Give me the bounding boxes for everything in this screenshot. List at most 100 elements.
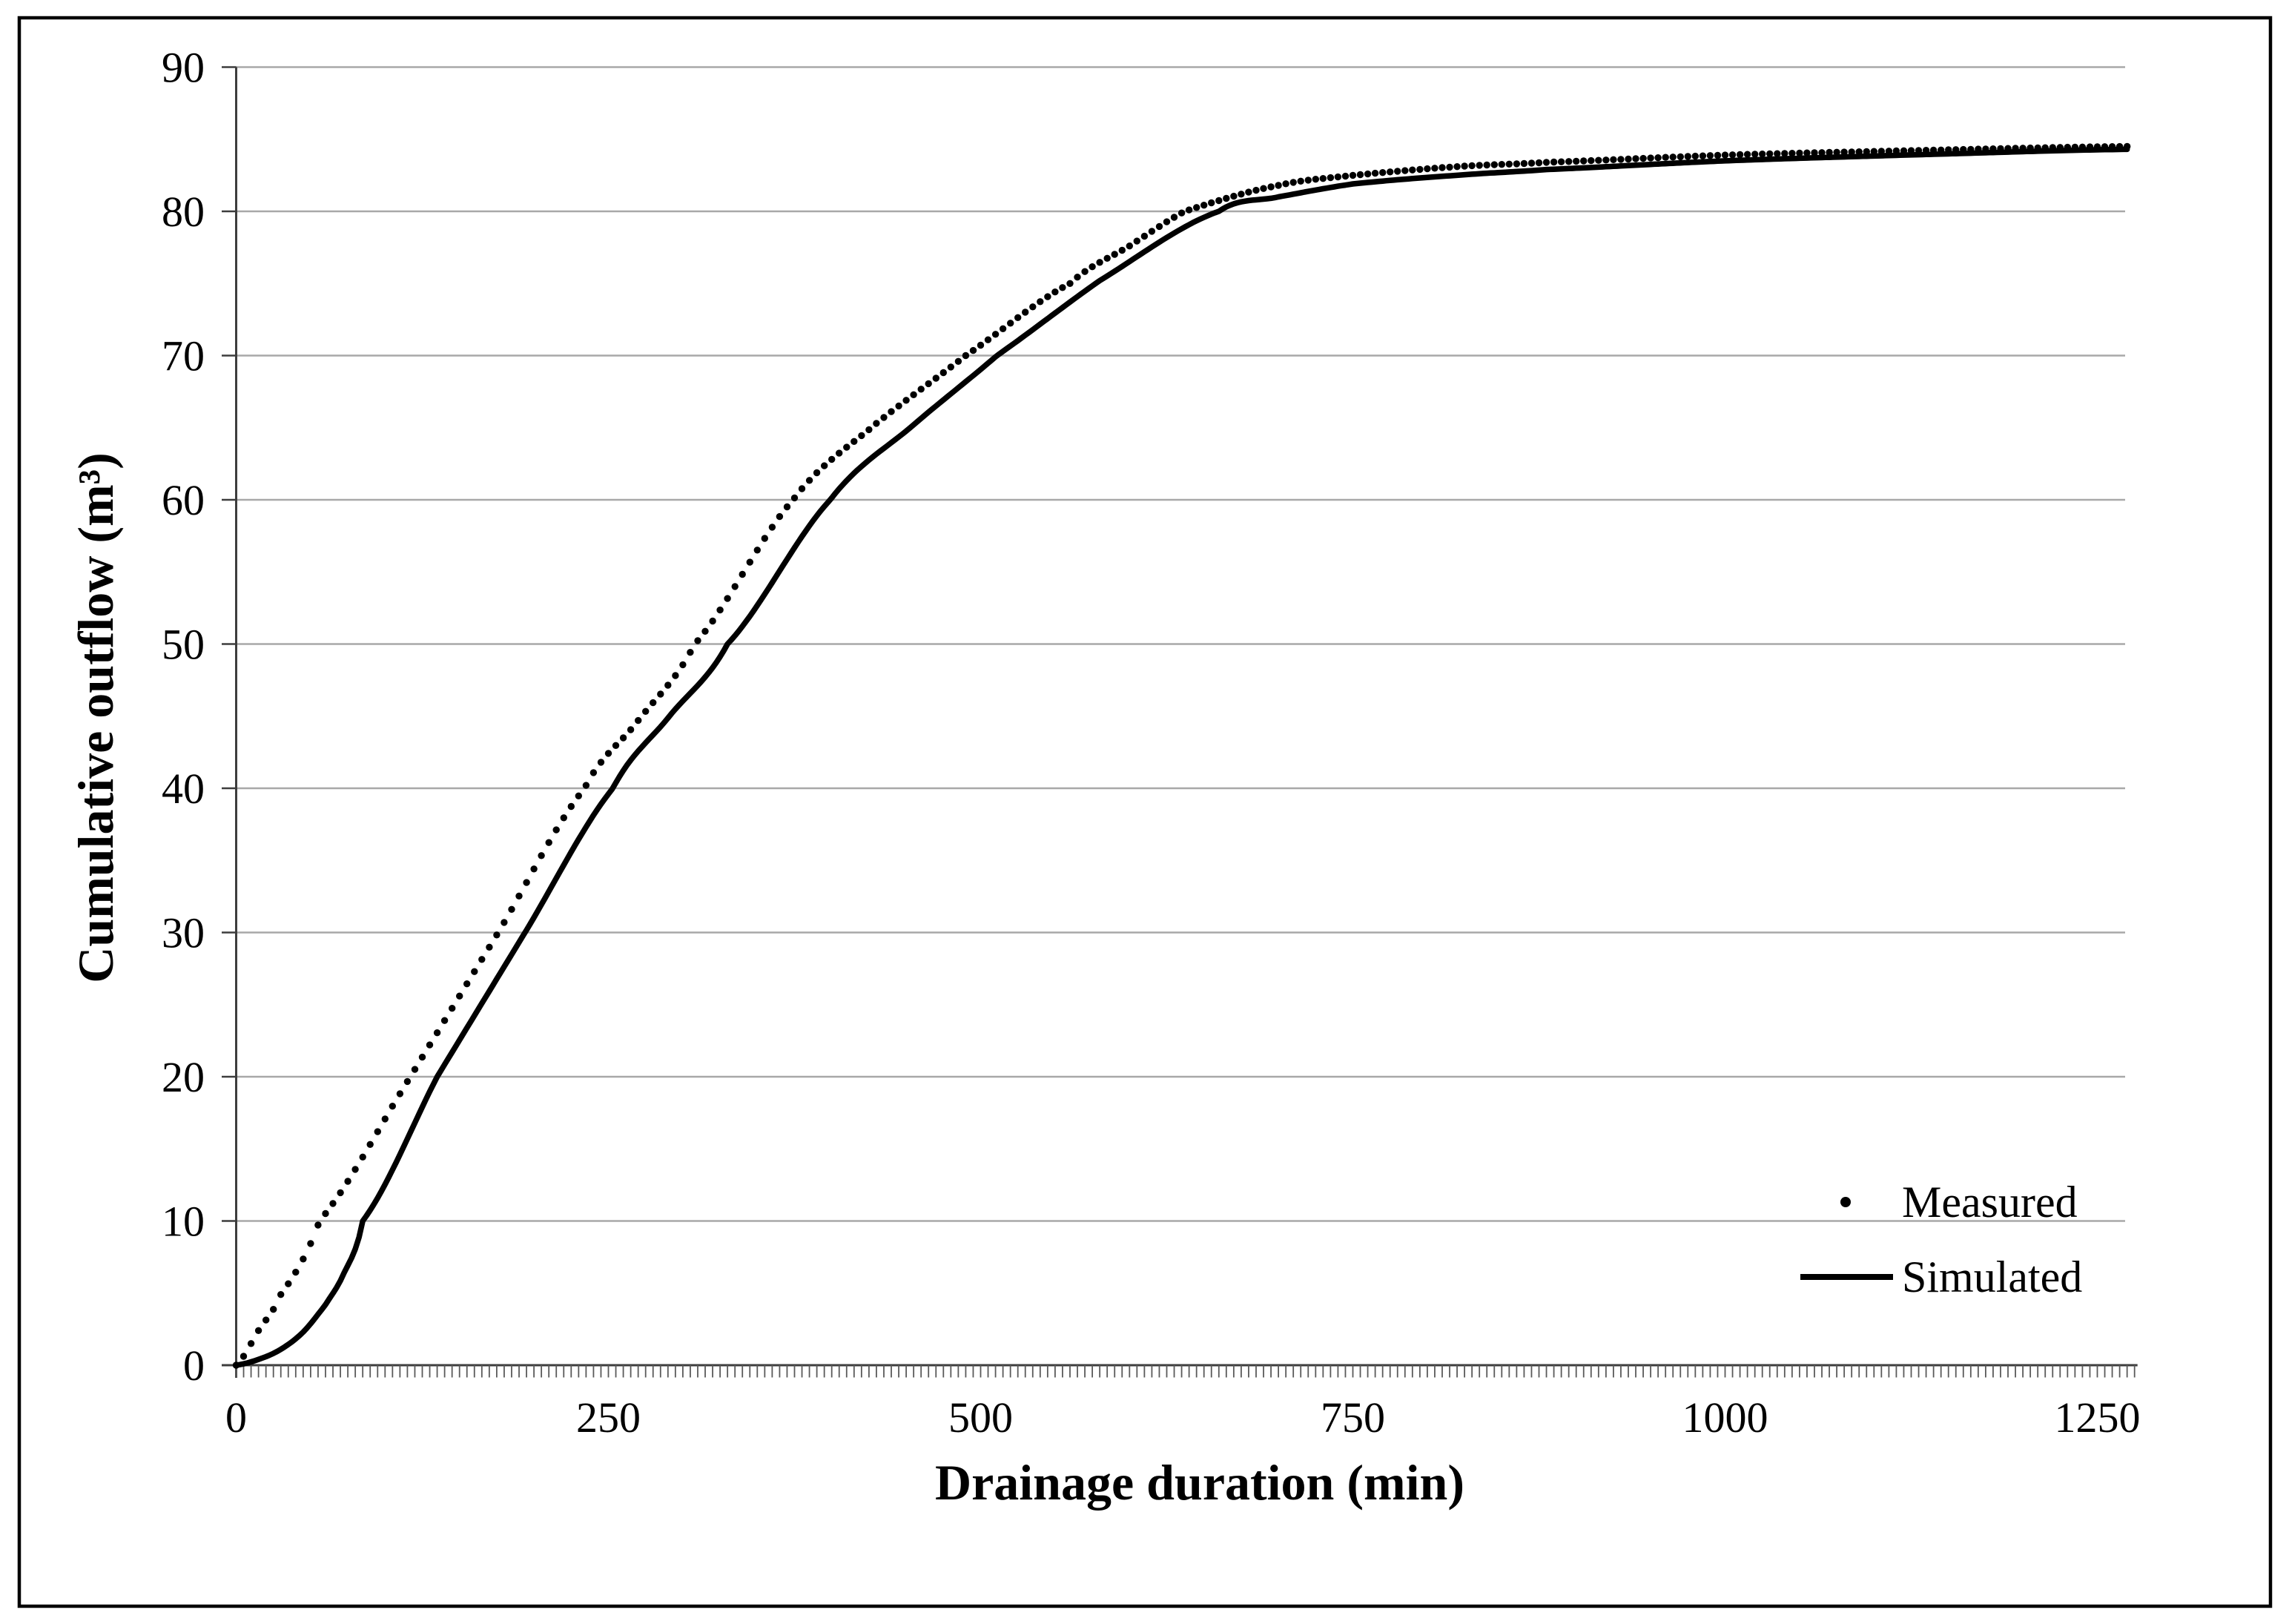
measured-dot: [635, 716, 642, 724]
measured-dot: [1133, 237, 1141, 245]
measured-dot: [440, 1017, 449, 1024]
measured-dot: [307, 1240, 314, 1247]
legend: Measured Simulated: [1800, 1178, 2082, 1301]
legend-measured-label: Measured: [1902, 1178, 2078, 1227]
measured-dot: [1193, 204, 1200, 211]
measured-dot: [1803, 149, 1811, 156]
legend-measured-marker-icon: [1840, 1197, 1851, 1207]
measured-dot: [1505, 160, 1513, 168]
measured-dot: [1312, 176, 1320, 183]
measured-dot: [1185, 206, 1193, 214]
measured-dot: [1208, 199, 1215, 207]
measured-dot: [1103, 254, 1111, 262]
measured-dot: [1855, 148, 1863, 156]
measured-dot: [1892, 147, 1900, 155]
measured-dot: [567, 802, 575, 811]
measured-dot: [932, 374, 940, 382]
measured-dot: [2027, 144, 2034, 152]
measured-dot: [604, 750, 612, 757]
measured-dot: [1297, 177, 1304, 185]
measured-dot: [493, 931, 501, 939]
measured-dot: [1260, 185, 1267, 192]
measured-dot: [1498, 161, 1506, 168]
measured-dot: [1200, 202, 1208, 209]
measured-dot: [254, 1327, 262, 1335]
measured-dot: [1573, 157, 1580, 165]
measured-dot: [232, 1361, 240, 1369]
measured-dot: [947, 363, 955, 371]
measured-dot: [969, 346, 977, 354]
measured-dot: [1267, 183, 1275, 191]
measured-dot: [664, 681, 672, 689]
measured-dot: [433, 1029, 441, 1037]
measured-dot: [552, 826, 560, 834]
measured-dot: [2034, 144, 2041, 152]
measured-dot: [1684, 153, 1691, 160]
measured-dot: [1520, 159, 1528, 168]
measured-dot: [351, 1166, 359, 1173]
measured-dot: [1788, 150, 1796, 157]
measured-series: [232, 142, 2131, 1369]
measured-dot: [2019, 145, 2027, 152]
measured-dot: [836, 449, 843, 457]
x-tick-label: 250: [576, 1393, 641, 1442]
measured-dot: [1669, 154, 1677, 161]
measured-dot: [1238, 191, 1245, 198]
measured-dot: [1728, 151, 1737, 159]
measured-dot: [1588, 156, 1595, 165]
measured-dot: [1840, 148, 1848, 156]
measured-dot: [716, 606, 724, 614]
y-tick-label: 90: [162, 44, 205, 92]
measured-dot: [411, 1066, 419, 1073]
measured-dot: [701, 627, 709, 635]
measured-dot: [962, 351, 970, 360]
measured-dot: [627, 726, 635, 733]
measured-dot: [657, 690, 664, 698]
y-tick-label: 60: [162, 476, 205, 524]
measured-dot: [917, 386, 925, 393]
measured-dot: [1826, 148, 1833, 156]
measured-dot: [277, 1291, 285, 1298]
measured-dot: [672, 672, 679, 679]
measured-dot: [687, 649, 694, 656]
measured-dot: [456, 992, 463, 1000]
measured-dot: [1833, 148, 1840, 156]
measured-dot: [1483, 161, 1490, 169]
measured-dot: [977, 341, 985, 349]
measured-dot: [650, 699, 657, 707]
measured-dot: [359, 1153, 366, 1161]
measured-dot: [1610, 156, 1617, 163]
measured-dot: [589, 769, 598, 776]
measured-dot: [1721, 151, 1729, 159]
measured-dot: [240, 1353, 248, 1360]
measured-dot: [1796, 149, 1803, 157]
x-tick-label: 750: [1321, 1393, 1385, 1442]
measured-dot: [850, 438, 858, 445]
y-tick-label: 40: [162, 765, 205, 813]
measured-dot: [1461, 162, 1468, 170]
measured-dot: [582, 782, 590, 789]
measured-dot: [1513, 160, 1521, 168]
measured-dot: [1081, 268, 1089, 275]
measured-dot: [1915, 147, 1923, 154]
measured-dot: [768, 524, 776, 531]
y-tick-label: 50: [162, 621, 205, 669]
measured-dot: [783, 503, 791, 511]
measured-dot: [2012, 145, 2019, 152]
measured-dot: [2049, 144, 2056, 151]
measured-dot: [1751, 151, 1759, 158]
measured-dot: [1691, 152, 1699, 160]
measured-dot: [1074, 274, 1081, 281]
measured-dot: [739, 570, 746, 578]
measured-dot: [1982, 145, 1989, 153]
measured-dot: [925, 380, 932, 388]
measured-dot: [724, 595, 731, 602]
measured-dot: [821, 462, 828, 469]
measured-dot: [619, 734, 627, 742]
measured-dot: [1743, 151, 1751, 158]
measured-dot: [389, 1103, 396, 1110]
measured-dot: [828, 455, 836, 463]
measured-dot: [1424, 165, 1431, 173]
measured-dot: [1476, 162, 1483, 169]
measured-dot: [463, 980, 471, 988]
